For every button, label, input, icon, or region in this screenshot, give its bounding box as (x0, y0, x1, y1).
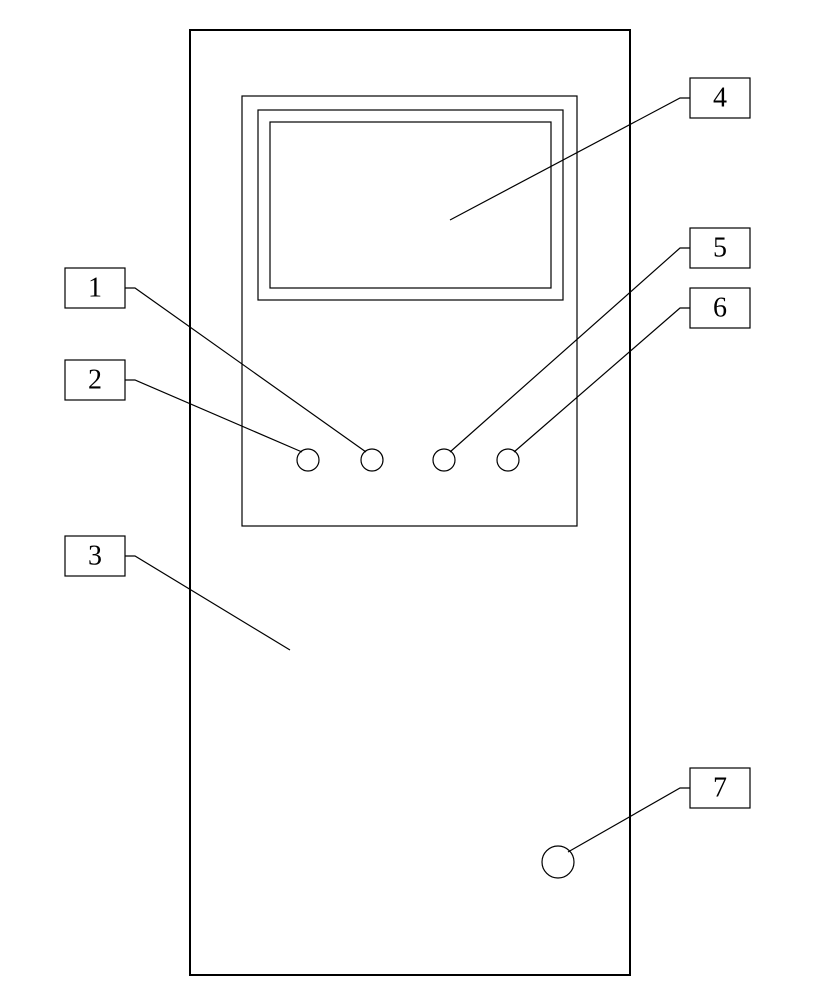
callout-label-6: 6 (713, 293, 727, 324)
callout-label-2: 2 (88, 365, 102, 396)
callout-label-3: 3 (88, 541, 102, 572)
callout-label-4: 4 (713, 83, 727, 114)
callout-label-1: 1 (88, 273, 102, 304)
callout-label-5: 5 (713, 233, 727, 264)
callout-label-7: 7 (713, 773, 727, 804)
canvas-bg (0, 0, 838, 1000)
